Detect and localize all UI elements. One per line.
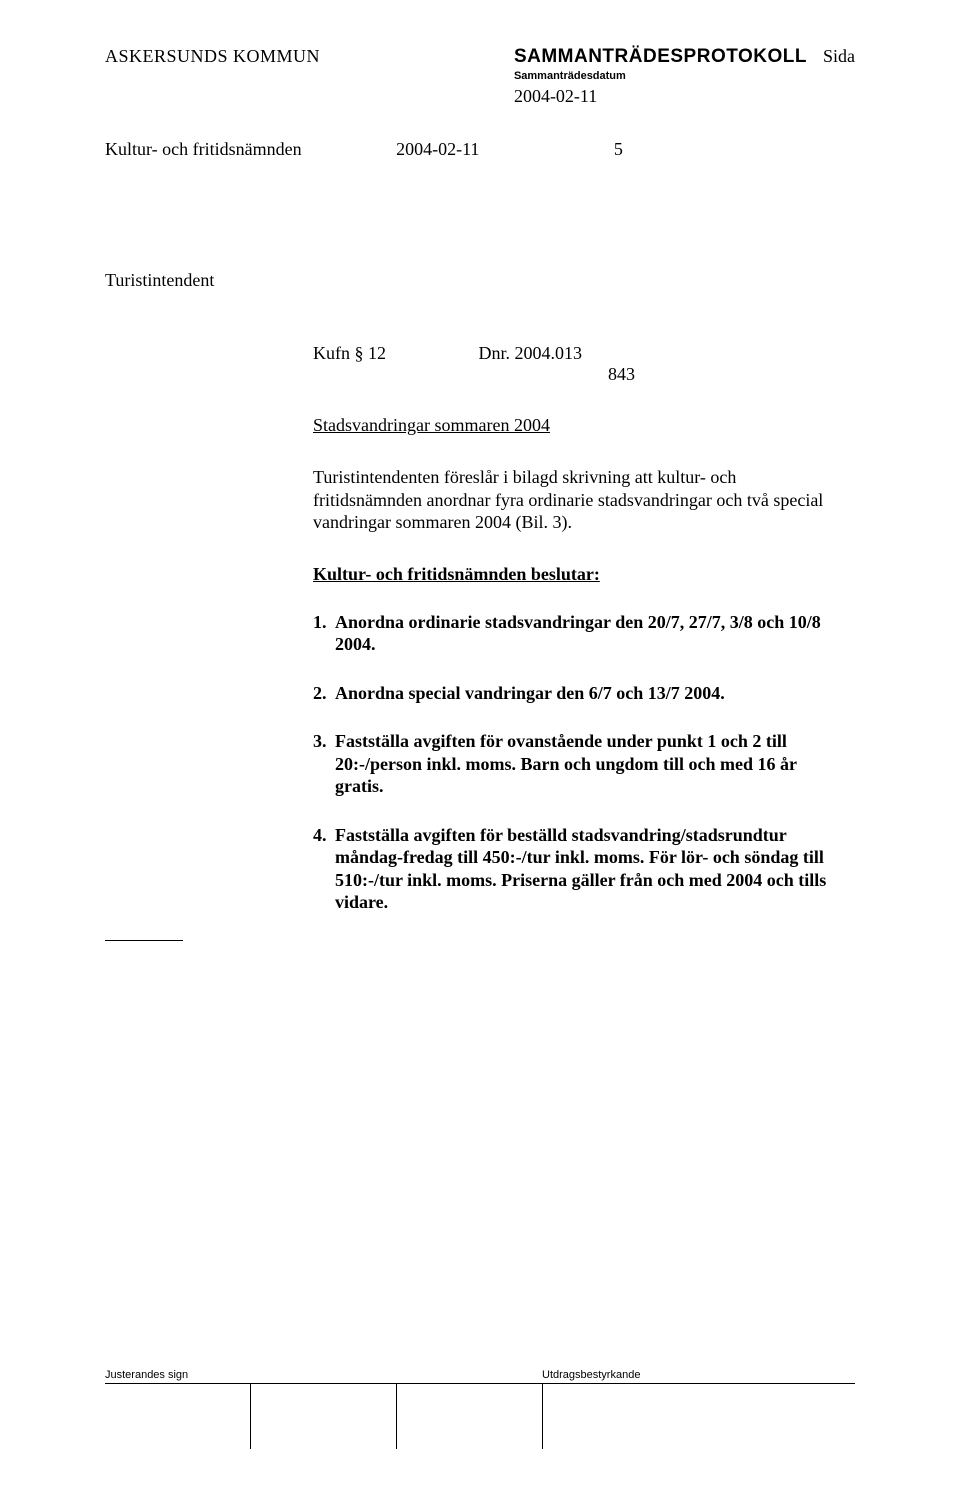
decision-item: 1.Anordna ordinarie stadsvandringar den …	[313, 611, 843, 656]
decision-item: 3.Fastställa avgiften för ovanstående un…	[313, 730, 843, 798]
header-row: ASKERSUNDS KOMMUN SAMMANTRÄDESPROTOKOLL …	[105, 46, 855, 107]
meeting-date-label: Sammanträdesdatum	[514, 70, 855, 82]
header-right: SAMMANTRÄDESPROTOKOLL Sida Sammanträdesd…	[514, 46, 855, 107]
decision-text: Fastställa avgiften för ovanstående unde…	[335, 730, 843, 798]
decision-number: 4.	[313, 824, 335, 914]
reference-kufn: Kufn § 12	[313, 343, 386, 363]
decision-number: 1.	[313, 611, 335, 656]
footer-cell-sign-1	[105, 1384, 251, 1449]
footer-cell-attest	[543, 1384, 855, 1449]
decision-item: 2.Anordna special vandringar den 6/7 och…	[313, 682, 843, 705]
page-number: 5	[614, 139, 623, 159]
decision-heading: Kultur- och fritidsnämnden beslutar:	[313, 564, 855, 585]
committee-name: Kultur- och fritidsnämnden	[105, 139, 302, 159]
footer: Justerandes sign Utdragsbestyrkande	[105, 1369, 855, 1449]
footer-left-label: Justerandes sign	[105, 1369, 542, 1381]
decision-text: Fastställa avgiften för beställd stadsva…	[335, 824, 843, 914]
committee-row: Kultur- och fritidsnämnden 2004-02-11 5	[105, 139, 855, 160]
footer-table	[105, 1383, 855, 1449]
decision-item: 4.Fastställa avgiften för beställd stads…	[313, 824, 843, 914]
document-title: Stadsvandringar sommaren 2004	[313, 415, 855, 436]
decision-text: Anordna ordinarie stadsvandringar den 20…	[335, 611, 843, 656]
body-paragraph: Turistintendenten föreslår i bilagd skri…	[313, 466, 843, 534]
protocol-title-row: SAMMANTRÄDESPROTOKOLL Sida	[514, 46, 855, 68]
footer-right-label: Utdragsbestyrkande	[542, 1369, 640, 1381]
reference-code: 843	[608, 364, 635, 384]
footer-cell-sign-2	[251, 1384, 397, 1449]
footer-labels: Justerandes sign Utdragsbestyrkande	[105, 1369, 855, 1381]
protocol-title: SAMMANTRÄDESPROTOKOLL	[514, 46, 807, 67]
decision-list: 1.Anordna ordinarie stadsvandringar den …	[313, 611, 843, 914]
addressee: Turistintendent	[105, 270, 855, 291]
document-page: ASKERSUNDS KOMMUN SAMMANTRÄDESPROTOKOLL …	[0, 0, 960, 991]
decision-number: 3.	[313, 730, 335, 798]
footer-cell-sign-3	[397, 1384, 543, 1449]
reference-row: Kufn § 12 Dnr. 2004.013 843	[313, 343, 855, 385]
decision-number: 2.	[313, 682, 335, 705]
signature-line	[105, 940, 183, 941]
meeting-date: 2004-02-11	[514, 86, 855, 107]
reference-dnr: Dnr. 2004.013	[479, 343, 583, 363]
organization-name: ASKERSUNDS KOMMUN	[105, 46, 320, 67]
committee-date: 2004-02-11	[396, 139, 479, 159]
decision-text: Anordna special vandringar den 6/7 och 1…	[335, 682, 725, 705]
sida-label: Sida	[823, 46, 855, 66]
